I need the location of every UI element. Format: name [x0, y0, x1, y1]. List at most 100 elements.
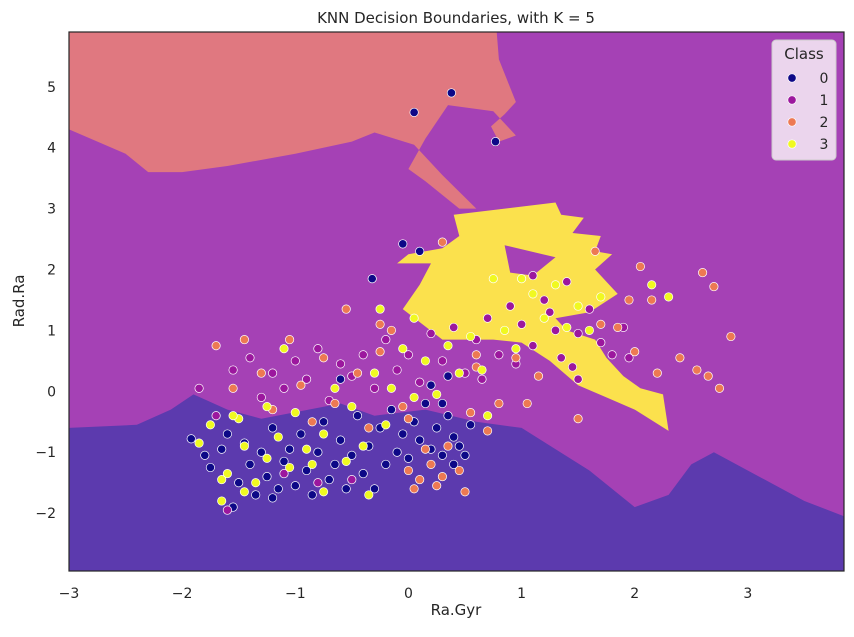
- point-class-1-45: [347, 475, 357, 485]
- point-class-2-41: [698, 268, 708, 278]
- point-class-1-8: [302, 374, 312, 384]
- point-class-3-25: [443, 341, 453, 351]
- point-class-1-9: [313, 344, 323, 354]
- point-class-0-38: [420, 398, 430, 409]
- point-class-1-35: [607, 350, 617, 360]
- x-tick-label: −2: [172, 586, 193, 602]
- point-class-2-33: [573, 414, 583, 424]
- point-class-2-9: [330, 398, 340, 409]
- point-class-2-10: [341, 304, 351, 314]
- point-class-3-21: [398, 344, 408, 354]
- point-class-3-17: [358, 441, 368, 451]
- point-class-3-15: [341, 456, 351, 466]
- point-class-2-25: [460, 487, 470, 497]
- point-class-0-59: [449, 459, 459, 469]
- point-class-0-46: [466, 420, 476, 430]
- point-class-3-24: [432, 389, 442, 399]
- point-class-2-24: [454, 465, 464, 476]
- point-class-1-2: [228, 365, 238, 375]
- y-tick-label: 1: [47, 323, 56, 339]
- point-class-3-45: [319, 487, 329, 497]
- point-class-2-47: [624, 295, 634, 305]
- y-tick-label: 2: [47, 263, 56, 279]
- point-class-0-10: [262, 472, 272, 482]
- point-class-0-53: [415, 246, 425, 256]
- point-class-0-57: [490, 137, 501, 147]
- point-class-2-28: [483, 426, 493, 436]
- point-class-0-58: [437, 398, 447, 409]
- point-class-3-30: [500, 325, 510, 335]
- chart-title: KNN Decision Boundaries, with K = 5: [317, 9, 595, 27]
- point-class-0-55: [409, 107, 419, 117]
- point-class-0-1: [200, 450, 210, 460]
- point-class-0-49: [335, 374, 346, 384]
- point-class-3-22: [409, 392, 419, 402]
- point-class-3-8: [273, 432, 283, 442]
- point-class-2-48: [590, 246, 600, 256]
- point-class-2-21: [432, 481, 442, 491]
- point-class-0-21: [324, 475, 334, 485]
- point-class-0-8: [251, 490, 261, 500]
- point-class-2-49: [437, 237, 447, 247]
- legend-marker-1: [787, 95, 797, 105]
- y-tick-label: −1: [35, 445, 56, 461]
- point-class-2-44: [714, 383, 725, 393]
- point-class-3-19: [381, 420, 391, 430]
- point-class-1-29: [539, 295, 549, 305]
- legend: Class 0 1 2 3: [771, 39, 837, 161]
- point-class-3-48: [409, 313, 419, 323]
- point-class-2-16: [403, 465, 413, 476]
- point-class-0-26: [352, 411, 363, 421]
- point-class-0-41: [437, 450, 447, 460]
- point-class-2-3: [256, 368, 266, 378]
- point-class-3-2: [217, 496, 227, 506]
- point-class-2-22: [437, 472, 447, 482]
- point-class-0-23: [335, 435, 346, 445]
- point-class-0-35: [403, 453, 413, 463]
- point-class-2-26: [466, 408, 476, 418]
- point-class-2-12: [364, 423, 374, 433]
- point-class-3-6: [251, 478, 261, 488]
- point-class-0-22: [330, 459, 340, 469]
- point-class-1-25: [494, 350, 504, 360]
- point-class-3-5: [239, 441, 249, 451]
- point-class-2-50: [471, 350, 481, 360]
- point-class-3-28: [477, 365, 487, 375]
- point-class-2-19: [420, 444, 430, 454]
- point-class-3-20: [386, 383, 396, 393]
- point-class-0-17: [302, 465, 312, 476]
- point-class-2-36: [630, 347, 640, 357]
- x-tick-label: 3: [743, 586, 752, 602]
- point-class-2-14: [386, 325, 396, 335]
- point-class-1-4: [256, 392, 266, 402]
- region-class-2: [69, 32, 516, 209]
- point-class-1-33: [584, 304, 594, 314]
- point-class-2-29: [494, 398, 504, 409]
- point-class-1-1: [211, 411, 221, 421]
- point-class-2-30: [511, 353, 521, 363]
- point-class-2-13: [375, 347, 385, 357]
- point-class-0-0: [186, 434, 196, 444]
- point-class-0-45: [460, 450, 470, 460]
- legend-marker-2: [787, 117, 797, 127]
- point-class-0-9: [256, 447, 266, 457]
- point-class-2-43: [709, 282, 719, 292]
- point-class-2-37: [635, 261, 645, 272]
- point-class-2-35: [613, 322, 623, 332]
- point-class-0-7: [245, 459, 255, 469]
- point-class-3-12: [307, 459, 317, 469]
- point-class-3-1: [205, 420, 215, 430]
- point-class-0-43: [449, 432, 459, 442]
- point-class-2-15: [398, 402, 408, 412]
- region-class-0: [69, 394, 844, 571]
- point-class-1-32: [573, 328, 583, 339]
- point-class-0-37: [415, 435, 425, 445]
- point-class-2-31: [522, 398, 532, 409]
- point-class-2-42: [703, 371, 713, 381]
- x-axis-label: Ra.Gyr: [431, 601, 483, 619]
- point-class-3-7: [262, 402, 272, 412]
- y-axis-ticks: −2 −1 0 1 2 3 4 5: [35, 80, 56, 522]
- point-class-0-32: [386, 405, 396, 415]
- point-class-0-14: [285, 444, 295, 454]
